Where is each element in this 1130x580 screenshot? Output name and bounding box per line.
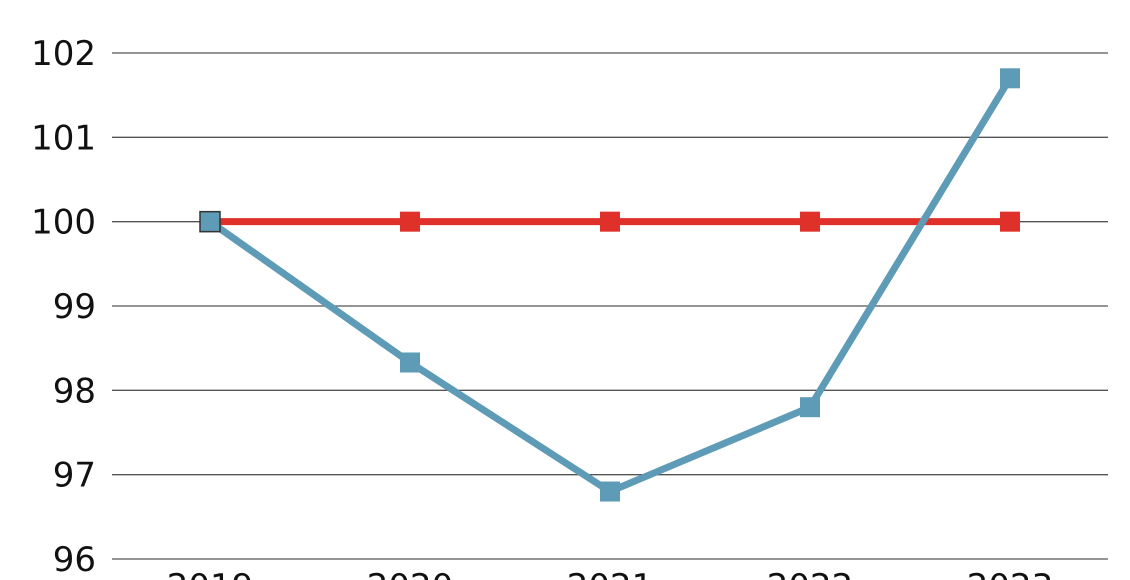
data-point-marker [1000, 68, 1020, 89]
data-point-marker [800, 211, 820, 232]
x-tick-label: 2023 [967, 567, 1054, 580]
y-tick-label: 99 [53, 287, 96, 327]
x-axis: 2019 2020 2021 2022 2023 [167, 567, 1054, 580]
data-point-marker [400, 211, 420, 232]
data-point-marker [199, 210, 221, 233]
data-point-marker [800, 397, 820, 418]
series-line [207, 76, 1013, 496]
x-tick-label: 2021 [567, 567, 654, 580]
y-tick-label: 100 [31, 203, 96, 243]
y-tick-label: 101 [31, 118, 96, 158]
x-tick-label: 2020 [367, 567, 454, 580]
series-1 [200, 68, 1020, 502]
y-tick-label: 98 [53, 371, 96, 411]
data-point-marker [600, 481, 620, 502]
y-axis: 96 97 98 99 100 101 102 [31, 34, 96, 580]
series-layer [199, 68, 1020, 502]
x-tick-label: 2022 [767, 567, 854, 580]
data-point-marker [600, 211, 620, 232]
data-point-marker [400, 352, 420, 373]
data-point-marker [1000, 211, 1020, 232]
x-tick-label: 2019 [167, 567, 254, 580]
y-tick-label: 96 [53, 540, 96, 580]
series-0 [200, 211, 1020, 232]
y-tick-label: 102 [31, 34, 96, 74]
y-tick-label: 97 [53, 456, 96, 496]
